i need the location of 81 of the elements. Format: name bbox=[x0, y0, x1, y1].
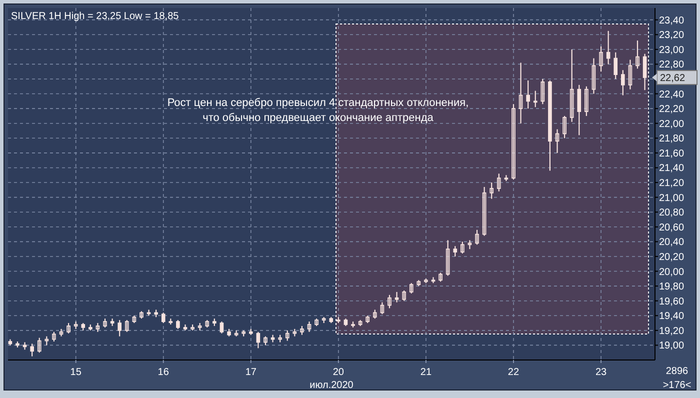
candlestick bbox=[599, 46, 603, 72]
y-tick-label: 20,40 bbox=[659, 237, 684, 248]
x-tick-label: 15 bbox=[70, 367, 82, 378]
candlestick bbox=[555, 128, 560, 154]
y-tick-label: 20,80 bbox=[659, 208, 684, 219]
candlestick bbox=[307, 320, 312, 332]
y-tick-label: 19,80 bbox=[659, 282, 684, 293]
candlestick bbox=[446, 240, 450, 276]
candlestick bbox=[453, 246, 458, 258]
candlestick bbox=[620, 70, 625, 96]
x-tick-label: 16 bbox=[158, 367, 170, 378]
y-tick-label: 23,00 bbox=[659, 44, 684, 56]
candlestick bbox=[475, 229, 479, 246]
candlestick bbox=[606, 30, 610, 65]
candlestick bbox=[540, 78, 545, 105]
chart-title: SILVER 1H High = 23,25 Low = 18,85 bbox=[11, 11, 180, 22]
y-tick-label: 21,40 bbox=[659, 163, 684, 174]
y-tick-label: 22,80 bbox=[659, 60, 684, 71]
candlestick bbox=[37, 337, 42, 354]
candlestick bbox=[118, 320, 122, 337]
y-tick-label: 19,40 bbox=[659, 311, 684, 322]
candlestick bbox=[124, 320, 129, 332]
candlestick bbox=[96, 322, 100, 332]
candlestick bbox=[468, 240, 472, 250]
x-axis-title: июл.2020 bbox=[310, 380, 354, 391]
y-tick-label: 20,00 bbox=[659, 266, 684, 278]
y-tick-label: 19,20 bbox=[659, 326, 684, 337]
candlestick bbox=[30, 343, 34, 357]
y-tick-label: 23,40 bbox=[659, 15, 684, 26]
annotation: Рост цен на серебро превысил 4 стандартных отклонения, что обычно предвещает окончание аптренда bbox=[167, 97, 469, 124]
y-tick-label: 22,40 bbox=[659, 89, 684, 100]
candlestick bbox=[490, 182, 494, 200]
candlestick bbox=[533, 90, 538, 108]
text: >176< bbox=[662, 380, 692, 391]
candlestick bbox=[161, 312, 166, 324]
candlestick bbox=[482, 186, 486, 236]
candlestick bbox=[146, 309, 151, 316]
candlestick bbox=[52, 331, 56, 342]
candlestick bbox=[512, 104, 516, 180]
candlestick bbox=[562, 115, 566, 139]
y-tick-label: 22,20 bbox=[659, 104, 684, 116]
candlestick bbox=[431, 276, 436, 284]
candlestick bbox=[584, 86, 588, 117]
candlestick bbox=[394, 291, 399, 303]
candlestick bbox=[636, 40, 640, 70]
candlestick bbox=[496, 173, 501, 192]
x-tick-label: 22 bbox=[508, 367, 520, 378]
candlestick bbox=[628, 59, 632, 90]
candlestick bbox=[460, 241, 464, 254]
candlestick bbox=[570, 48, 574, 122]
y-tick-label: 19,60 bbox=[659, 296, 684, 308]
x-tick-label: 21 bbox=[420, 367, 432, 378]
x-tick-label: 17 bbox=[245, 367, 257, 378]
candlestick bbox=[388, 294, 392, 309]
candlestick bbox=[518, 62, 523, 124]
candlestick bbox=[59, 328, 64, 337]
candlestick bbox=[409, 282, 414, 294]
y-tick-label: 21,80 bbox=[659, 134, 684, 145]
y-tick-label: 22,00 bbox=[659, 118, 684, 130]
candlestick bbox=[380, 302, 384, 315]
candlestick bbox=[592, 58, 596, 94]
y-tick-label: 23,20 bbox=[659, 30, 684, 42]
x-tick-label: 23 bbox=[595, 367, 608, 378]
candlestick bbox=[285, 330, 290, 342]
candlestick bbox=[526, 80, 530, 110]
candlestick bbox=[642, 53, 647, 91]
text: 2896 bbox=[666, 366, 689, 377]
y-tick-label: 20,20 bbox=[659, 252, 684, 263]
text: 22,62 bbox=[660, 73, 686, 84]
candlestick bbox=[66, 322, 70, 334]
y-tick-label: 21,20 bbox=[659, 178, 684, 190]
candlestick bbox=[220, 320, 224, 334]
candlestick bbox=[577, 84, 582, 136]
y-tick-label: 21,00 bbox=[659, 192, 684, 204]
y-tick-label: 19,00 bbox=[659, 340, 684, 352]
candlestick bbox=[614, 52, 618, 80]
y-tick-label: 21,60 bbox=[659, 148, 684, 160]
candlestick bbox=[402, 290, 406, 302]
y-tick-label: 20,60 bbox=[659, 222, 684, 234]
candlestick bbox=[256, 331, 260, 349]
x-tick-label: 20 bbox=[332, 367, 344, 378]
